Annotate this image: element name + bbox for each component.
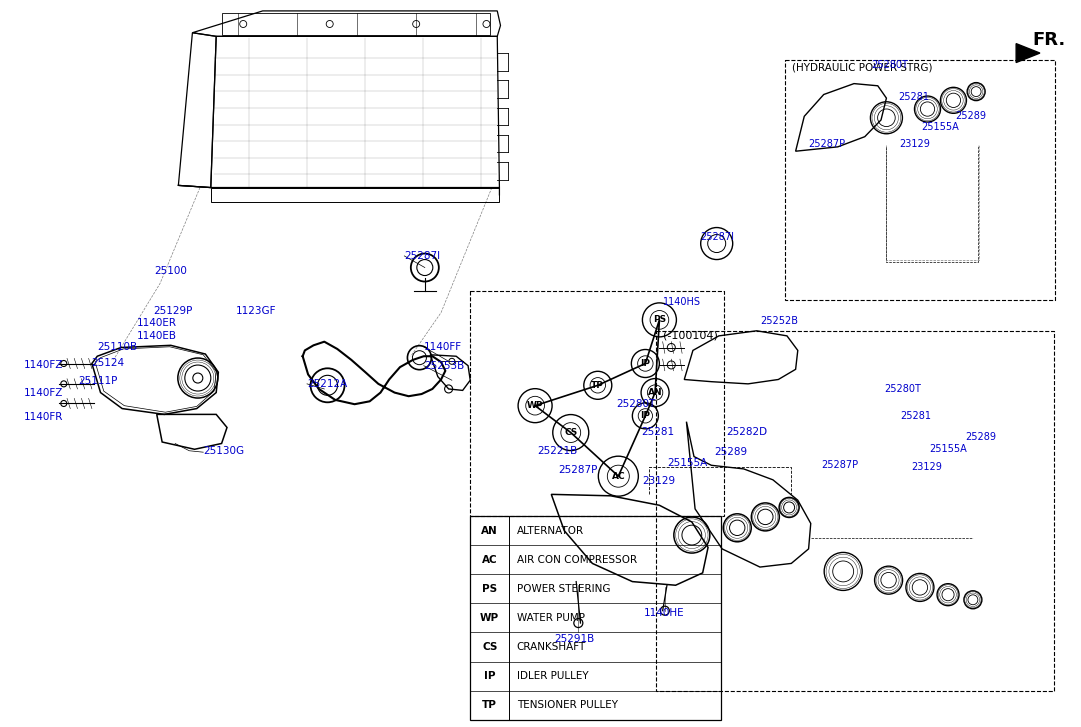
Text: 25281: 25281 (900, 411, 932, 421)
Text: 23129: 23129 (911, 462, 943, 473)
Text: FR.: FR. (1032, 31, 1065, 49)
Bar (785, 60, 1055, 300)
Text: 25130G: 25130G (203, 446, 244, 456)
Text: 1140FF: 1140FF (424, 342, 462, 352)
Text: 25155A: 25155A (930, 443, 967, 454)
Text: WP: WP (526, 401, 544, 410)
Text: 25287I: 25287I (700, 232, 734, 242)
Text: PS: PS (653, 316, 666, 324)
Text: 25280T: 25280T (616, 399, 655, 409)
Text: 25212A: 25212A (307, 379, 347, 389)
Text: 25111P: 25111P (78, 376, 117, 386)
Text: ALTERNATOR: ALTERNATOR (517, 526, 584, 536)
Text: 25291B: 25291B (555, 634, 595, 644)
Text: PS: PS (482, 584, 497, 594)
Text: TP: TP (591, 381, 604, 390)
Text: POWER STEERING: POWER STEERING (517, 584, 610, 594)
Text: 25280T: 25280T (871, 60, 908, 71)
Text: 25155A: 25155A (921, 122, 959, 132)
Text: WATER PUMP: WATER PUMP (517, 613, 585, 623)
Text: 25287P: 25287P (822, 460, 858, 470)
Polygon shape (1016, 44, 1040, 63)
Text: 23129: 23129 (899, 139, 931, 149)
Text: IP: IP (640, 411, 651, 420)
Text: IP: IP (484, 671, 495, 681)
Text: (HYDRAULIC POWER STRG): (HYDRAULIC POWER STRG) (792, 63, 933, 73)
Text: 1140FR: 1140FR (24, 411, 63, 422)
Bar (470, 291, 724, 516)
Text: 25129P: 25129P (154, 306, 192, 316)
Text: (-100104): (-100104) (663, 331, 718, 341)
Text: 25110B: 25110B (97, 342, 137, 352)
Text: 25124: 25124 (91, 358, 124, 369)
Text: 25281: 25281 (898, 92, 930, 102)
Text: CS: CS (564, 428, 577, 437)
Text: CRANKSHAFT: CRANKSHAFT (517, 642, 586, 652)
Text: AN: AN (648, 388, 663, 397)
Text: 25100: 25100 (155, 266, 187, 276)
Text: WP: WP (480, 613, 499, 623)
Bar (222, 13, 490, 35)
Bar (470, 516, 721, 720)
Text: TENSIONER PULLEY: TENSIONER PULLEY (517, 700, 617, 710)
Text: 1140ER: 1140ER (137, 318, 177, 328)
Text: 25282D: 25282D (726, 427, 768, 437)
Text: 1140EB: 1140EB (137, 331, 177, 341)
Text: AC: AC (482, 555, 497, 565)
Text: 25252B: 25252B (760, 316, 798, 326)
Text: TP: TP (482, 700, 497, 710)
Bar (656, 331, 1054, 691)
Text: 25289: 25289 (956, 111, 987, 121)
Text: IP: IP (640, 359, 651, 368)
Text: 1123GF: 1123GF (236, 306, 276, 316)
Text: CS: CS (482, 642, 497, 652)
Text: AN: AN (481, 526, 498, 536)
Text: 25280T: 25280T (884, 384, 921, 394)
Text: 1140FZ: 1140FZ (24, 360, 63, 370)
Text: 1140HE: 1140HE (644, 608, 685, 618)
Text: 25281: 25281 (641, 427, 675, 437)
Text: AC: AC (612, 472, 625, 481)
Text: 23129: 23129 (642, 475, 676, 486)
Text: 25287P: 25287P (809, 139, 845, 149)
Text: IDLER PULLEY: IDLER PULLEY (517, 671, 588, 681)
Text: 1140HS: 1140HS (663, 297, 700, 307)
Text: AIR CON COMPRESSOR: AIR CON COMPRESSOR (517, 555, 637, 565)
Text: 25289: 25289 (965, 432, 997, 442)
Text: 25287I: 25287I (404, 251, 440, 261)
Text: 1140FZ: 1140FZ (24, 387, 63, 398)
Text: 25289: 25289 (715, 447, 748, 457)
Text: 25221B: 25221B (537, 446, 577, 457)
Text: 25253B: 25253B (424, 361, 464, 371)
Text: 25287P: 25287P (558, 465, 597, 475)
Text: 25155A: 25155A (667, 458, 707, 468)
